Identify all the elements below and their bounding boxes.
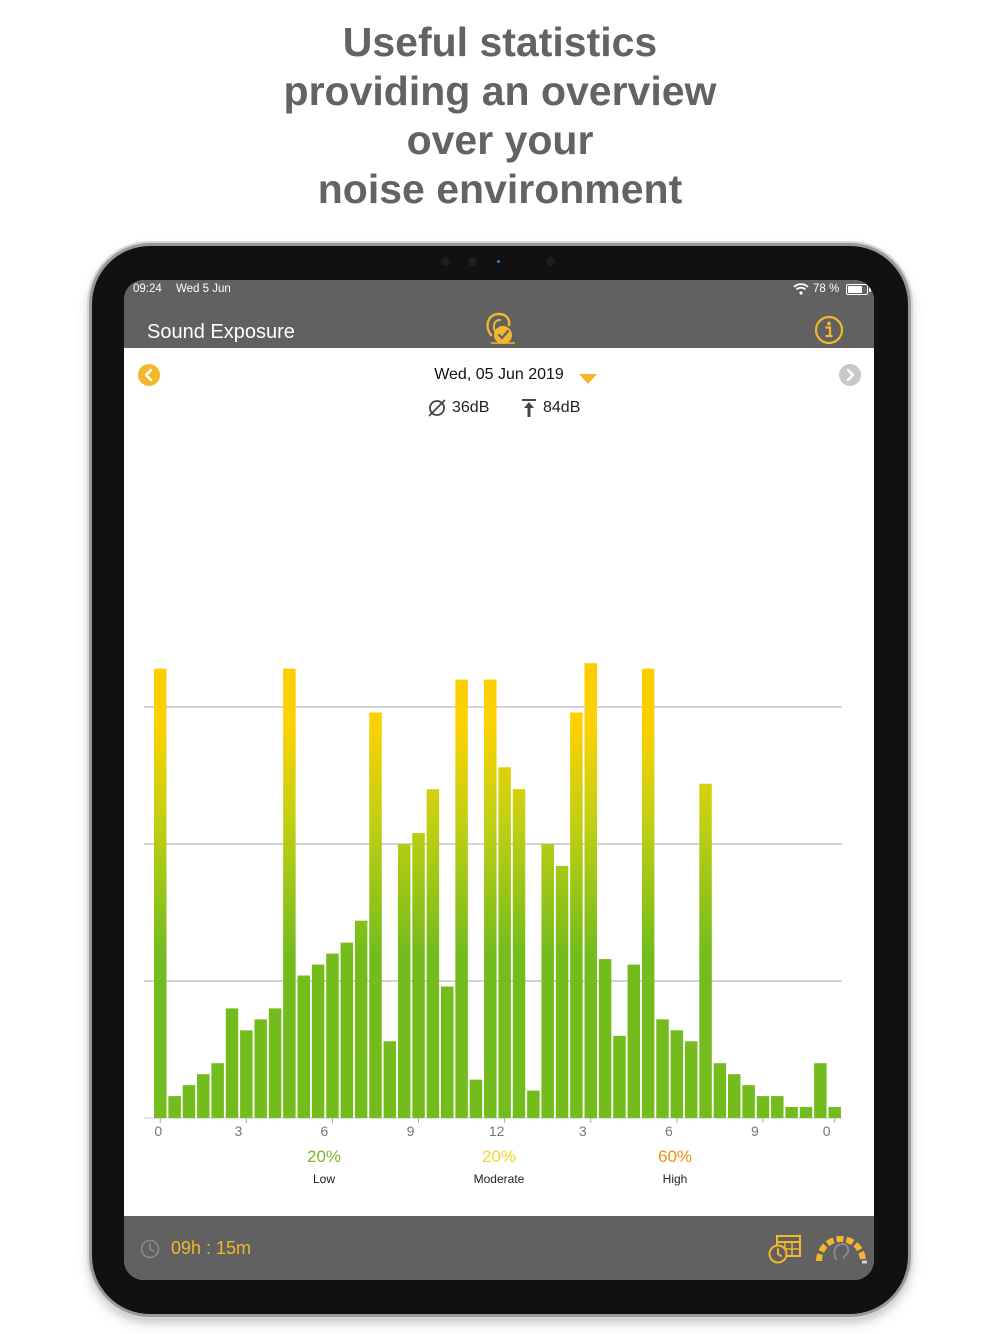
camera-icon (546, 257, 555, 266)
chart-bar (426, 789, 440, 1118)
chart-bar (268, 1008, 282, 1118)
chart-bar (512, 789, 526, 1118)
x-tick-label: 9 (407, 1123, 415, 1139)
chart-bar (225, 1008, 239, 1118)
headline-line: noise environment (317, 166, 683, 212)
chart-bar (311, 964, 325, 1118)
headline-line: providing an overview (283, 68, 717, 114)
ear-clock-icon[interactable] (479, 308, 519, 348)
average-level: 36dB (452, 399, 490, 416)
chart-bar (326, 953, 339, 1118)
battery-percent: 78 % (813, 283, 840, 295)
hearing-gauge-icon[interactable] (814, 1231, 868, 1265)
chart-bar (713, 1063, 727, 1118)
chart-bar (814, 1063, 827, 1118)
headline-line: Useful statistics (342, 19, 658, 65)
chart-bar (297, 975, 310, 1118)
clock-icon (140, 1239, 160, 1259)
chart-bar (383, 1041, 397, 1118)
chart-bar (756, 1096, 770, 1118)
chart-bar (785, 1107, 798, 1118)
bottom-bar: 09h : 15m (124, 1216, 874, 1280)
chart-bar (397, 844, 411, 1118)
wifi-icon (793, 283, 809, 295)
x-tick-label: 0 (823, 1123, 831, 1139)
chart-bar (441, 986, 454, 1118)
chart-bar (455, 679, 468, 1118)
chart-bar (541, 844, 554, 1118)
chart-bar (369, 712, 382, 1118)
info-icon[interactable] (814, 315, 844, 345)
chart-bar (197, 1074, 210, 1118)
chart-bar (570, 712, 583, 1118)
chart-bar (354, 920, 368, 1118)
x-tick-label: 0 (154, 1123, 162, 1139)
chevron-left-icon[interactable] (138, 364, 160, 386)
sensor-icon (441, 257, 450, 266)
chart-bar (684, 1041, 698, 1118)
chart-bar (699, 783, 712, 1118)
maximum-level: 84dB (543, 399, 581, 416)
chart-bar (240, 1030, 253, 1118)
chart-bar (527, 1090, 540, 1118)
chart-bar (656, 1019, 669, 1118)
x-tick-label: 12 (489, 1123, 505, 1139)
x-tick-label: 6 (665, 1123, 673, 1139)
status-bar: 09:24 Wed 5 Jun 78 % (124, 280, 874, 300)
chart-bar (154, 668, 167, 1118)
chart-bar (728, 1074, 741, 1118)
chart-bar (340, 942, 354, 1118)
average-icon (428, 399, 446, 417)
chart-bar (584, 663, 597, 1118)
sensor-icon (468, 257, 477, 266)
chart-bar (412, 833, 425, 1118)
headline: Useful statistics providing an overview … (0, 18, 1000, 214)
page-title: Sound Exposure (147, 321, 295, 343)
caret-down-icon[interactable] (578, 373, 598, 385)
nav-bar: Sound Exposure (124, 300, 874, 348)
chart-bar (484, 679, 497, 1118)
chevron-right-icon[interactable] (839, 364, 861, 386)
chart-bar (211, 1063, 224, 1118)
indicator-icon (497, 260, 500, 263)
maximum-icon (522, 399, 536, 417)
battery-icon (846, 284, 871, 295)
chart-bar (742, 1085, 755, 1118)
chart-bar (828, 1107, 841, 1118)
headline-line: over your (406, 117, 594, 163)
selected-date[interactable]: Wed, 05 Jun 2019 (434, 366, 564, 383)
status-time: 09:24 (133, 283, 162, 295)
chart-bar (641, 668, 655, 1118)
chart-bar (254, 1019, 267, 1118)
chart-bar (469, 1079, 483, 1118)
chart-layer: 0 3 6 9 12 3 6 9 0 20% Low 20% Moderate 60% High (124, 280, 874, 1280)
chart-bar (182, 1085, 196, 1118)
chart-bar (555, 865, 569, 1118)
chart-bar (799, 1107, 813, 1118)
chart-bar (627, 964, 641, 1118)
x-tick-label: 3 (234, 1123, 242, 1139)
chart-bar (771, 1096, 784, 1118)
calendar-clock-icon[interactable] (768, 1233, 802, 1265)
chart-bar (613, 1035, 626, 1118)
x-tick-label: 6 (321, 1123, 329, 1139)
x-tick-label: 9 (751, 1123, 759, 1139)
chart-bar (498, 767, 511, 1118)
x-tick-label: 3 (579, 1123, 587, 1139)
exposure-duration: 09h : 15m (171, 1238, 252, 1258)
chart-bar (283, 668, 296, 1118)
status-date: Wed 5 Jun (176, 283, 231, 295)
exposure-bar-chart: 0 3 6 9 12 3 6 9 0 (144, 663, 842, 1139)
chart-bar (670, 1030, 684, 1118)
chart-bar (598, 959, 612, 1118)
chart-bar (168, 1096, 181, 1118)
